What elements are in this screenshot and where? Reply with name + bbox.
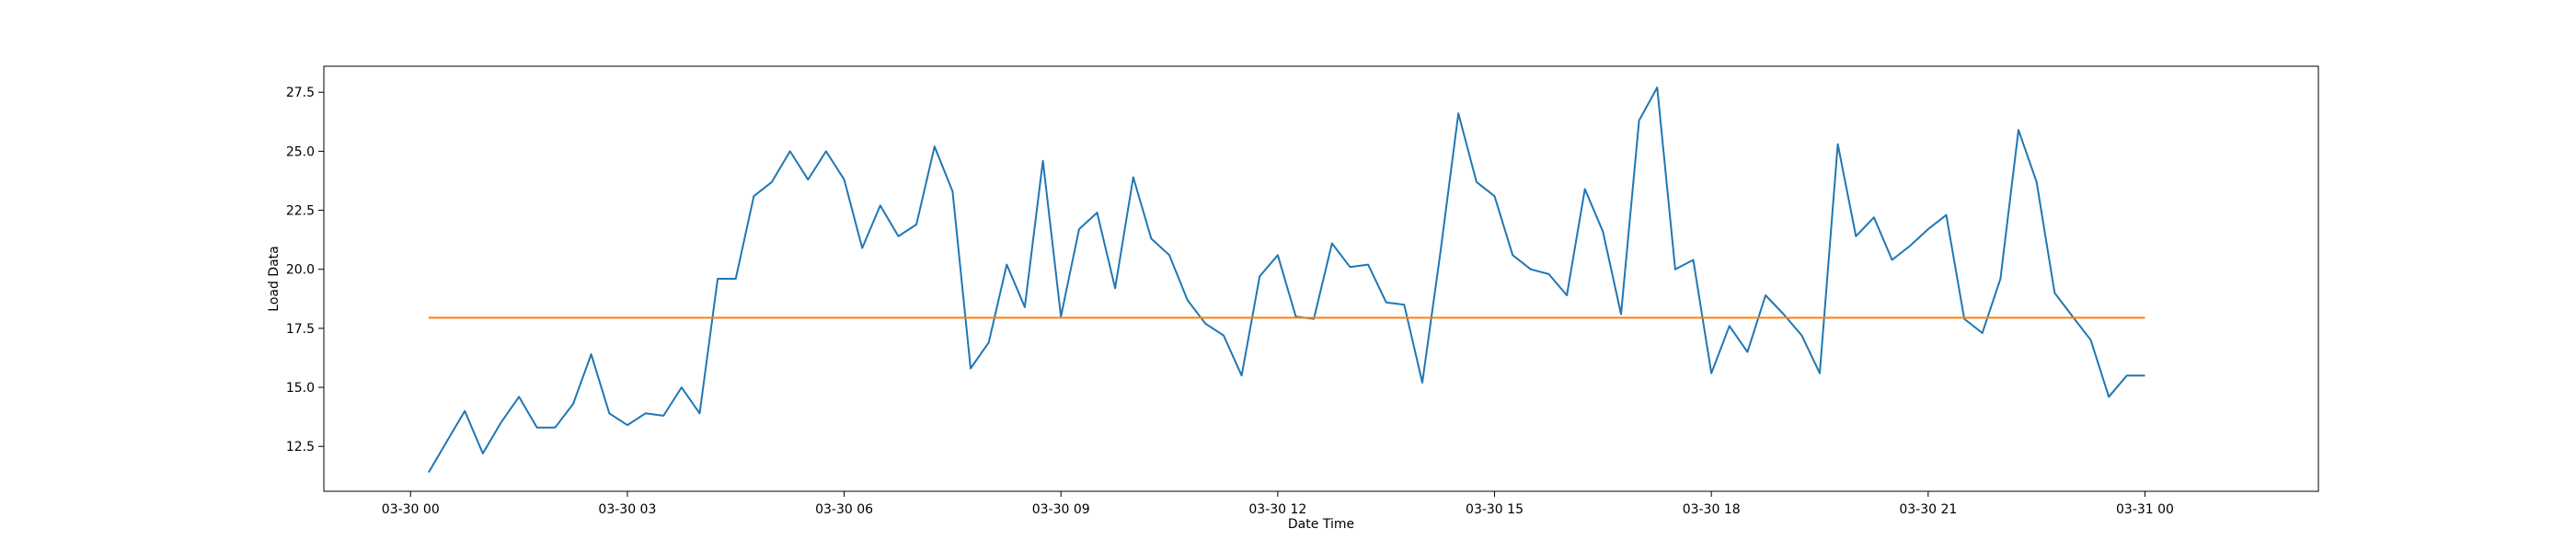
x-tick-label: 03-30 03 <box>598 502 656 517</box>
y-tick-label: 22.5 <box>286 204 315 219</box>
y-tick-label: 20.0 <box>286 263 315 278</box>
y-tick-label: 12.5 <box>286 440 315 454</box>
y-axis: 12.5 15.0 17.5 20.0 22.5 25.0 27.5 <box>286 86 324 454</box>
x-tick-label: 03-30 09 <box>1032 502 1090 517</box>
x-tick-label: 03-31 00 <box>2116 502 2174 517</box>
x-tick-label: 03-30 12 <box>1248 502 1306 517</box>
y-tick-label: 17.5 <box>286 322 315 337</box>
x-tick-label: 03-30 18 <box>1683 502 1741 517</box>
y-tick-label: 25.0 <box>286 144 315 159</box>
y-axis-label: Load Data <box>267 246 282 311</box>
x-axis-label: Date Time <box>1288 517 1354 532</box>
y-tick-label: 27.5 <box>286 86 315 100</box>
series-line-1 <box>428 86 2145 474</box>
plot-frame <box>323 65 2319 492</box>
x-tick-label: 03-30 00 <box>382 502 440 517</box>
x-tick-label: 03-30 21 <box>1899 502 1957 517</box>
y-tick-label: 15.0 <box>286 381 315 396</box>
x-tick-label: 03-30 06 <box>815 502 873 517</box>
x-axis: 03-30 00 03-30 03 03-30 06 03-30 09 03-30 12… <box>382 491 2174 517</box>
plot-layer <box>428 86 2145 474</box>
x-tick-label: 03-30 15 <box>1466 502 1524 517</box>
